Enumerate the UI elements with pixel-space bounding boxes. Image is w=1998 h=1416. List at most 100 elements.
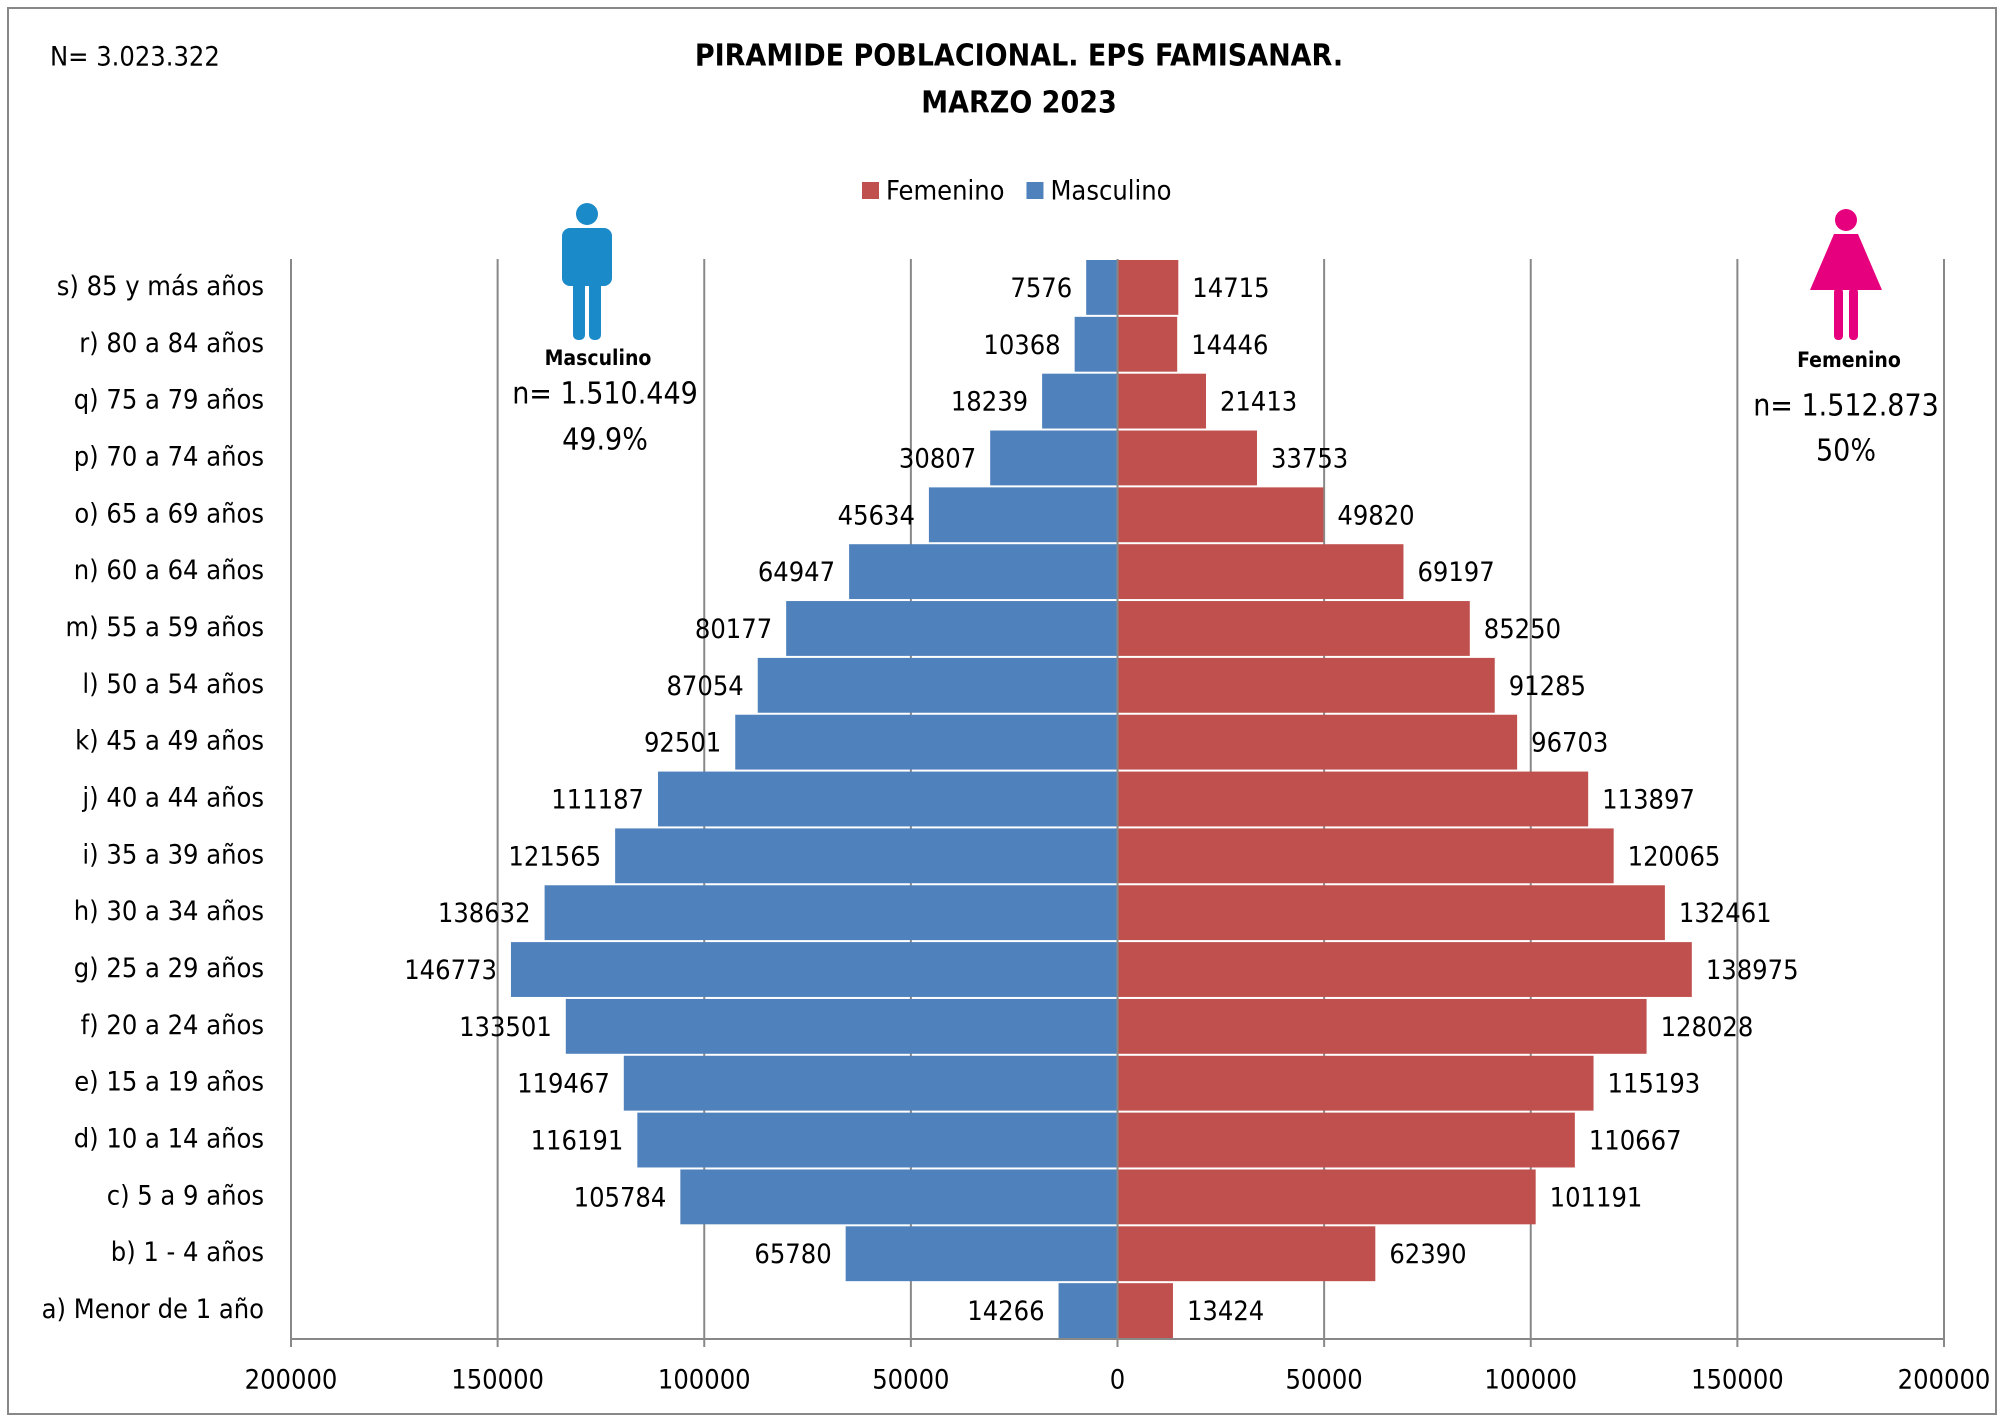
y-tick-label: c) 5 a 9 años bbox=[107, 1180, 264, 1211]
bar bbox=[735, 714, 1118, 770]
bar bbox=[1117, 771, 1589, 827]
female-icon bbox=[1810, 209, 1882, 340]
bar bbox=[990, 430, 1118, 486]
female-count: n= 1.512.873 bbox=[1753, 389, 1939, 424]
x-tick-label: 50000 bbox=[1285, 1365, 1362, 1396]
x-tick-label: 150000 bbox=[1691, 1365, 1784, 1396]
legend-label: Femenino bbox=[886, 176, 1004, 207]
bar bbox=[1117, 657, 1495, 713]
data-label: 128028 bbox=[1661, 1012, 1754, 1043]
data-label: 62390 bbox=[1389, 1239, 1466, 1270]
bar bbox=[1117, 316, 1178, 372]
x-tick-label: 100000 bbox=[1484, 1365, 1577, 1396]
bar bbox=[1117, 487, 1324, 543]
data-label: 21413 bbox=[1220, 387, 1297, 418]
data-label: 14446 bbox=[1191, 330, 1268, 361]
data-label: 30807 bbox=[899, 443, 976, 474]
data-label: 119467 bbox=[517, 1069, 610, 1100]
chart-title: PIRAMIDE POBLACIONAL. EPS FAMISANAR. bbox=[695, 39, 1343, 74]
y-tick-label: a) Menor de 1 año bbox=[42, 1294, 264, 1325]
bar bbox=[1117, 1112, 1575, 1168]
x-tick-label: 50000 bbox=[872, 1365, 949, 1396]
bar bbox=[849, 544, 1118, 600]
male-icon bbox=[562, 203, 612, 340]
bar bbox=[1117, 714, 1518, 770]
y-tick-label: i) 35 a 39 años bbox=[82, 839, 264, 870]
bar bbox=[1117, 1226, 1376, 1282]
bar bbox=[1117, 1169, 1536, 1225]
bar bbox=[565, 998, 1118, 1054]
data-label: 18239 bbox=[951, 387, 1028, 418]
y-tick-label: o) 65 a 69 años bbox=[74, 498, 264, 529]
data-label: 111187 bbox=[551, 785, 644, 816]
data-label: 116191 bbox=[531, 1126, 624, 1157]
data-label: 13424 bbox=[1187, 1296, 1264, 1327]
bar bbox=[1117, 544, 1404, 600]
data-label: 121565 bbox=[508, 841, 601, 872]
y-tick-label: p) 70 a 74 años bbox=[74, 441, 264, 472]
data-label: 65780 bbox=[754, 1239, 831, 1270]
y-tick-label: q) 75 a 79 años bbox=[74, 385, 264, 416]
data-label: 113897 bbox=[1602, 785, 1695, 816]
x-tick-label: 100000 bbox=[658, 1365, 751, 1396]
y-tick-label: e) 15 a 19 años bbox=[74, 1067, 264, 1098]
bar bbox=[637, 1112, 1118, 1168]
y-tick-label: f) 20 a 24 años bbox=[81, 1010, 264, 1041]
bar bbox=[1058, 1283, 1118, 1338]
data-label: 138975 bbox=[1706, 955, 1799, 986]
y-tick-label: s) 85 y más años bbox=[57, 271, 264, 302]
bar bbox=[1086, 260, 1118, 315]
bar bbox=[1117, 430, 1257, 486]
x-tick-label: 200000 bbox=[1898, 1365, 1991, 1396]
y-tick-label: j) 40 a 44 años bbox=[81, 783, 264, 814]
bar bbox=[1074, 316, 1118, 372]
data-label: 14715 bbox=[1192, 273, 1269, 304]
data-label: 96703 bbox=[1531, 728, 1608, 759]
bar bbox=[1117, 885, 1665, 941]
bar bbox=[786, 601, 1118, 656]
y-tick-label: g) 25 a 29 años bbox=[74, 953, 264, 984]
data-label: 69197 bbox=[1417, 557, 1494, 588]
data-label: 138632 bbox=[438, 898, 531, 929]
total-annotation: N= 3.023.322 bbox=[50, 42, 220, 73]
bar bbox=[680, 1169, 1118, 1225]
y-tick-label: d) 10 a 14 años bbox=[74, 1124, 264, 1155]
y-tick-label: b) 1 - 4 años bbox=[111, 1237, 264, 1268]
bar bbox=[845, 1226, 1118, 1282]
data-label: 10368 bbox=[983, 330, 1060, 361]
data-label: 7576 bbox=[1010, 273, 1072, 304]
x-tick-label: 150000 bbox=[451, 1365, 544, 1396]
data-label: 110667 bbox=[1589, 1126, 1682, 1157]
y-tick-label: n) 60 a 64 años bbox=[74, 555, 264, 586]
bar bbox=[1117, 1283, 1173, 1338]
data-label: 85250 bbox=[1484, 614, 1561, 645]
bar bbox=[658, 771, 1118, 827]
data-label: 80177 bbox=[695, 614, 772, 645]
bar bbox=[1117, 260, 1179, 315]
legend-swatch bbox=[1026, 182, 1044, 199]
female-share: 50% bbox=[1816, 434, 1876, 469]
data-label: 133501 bbox=[459, 1012, 552, 1043]
data-label: 49820 bbox=[1337, 500, 1414, 531]
data-label: 91285 bbox=[1509, 671, 1586, 702]
y-tick-label: l) 50 a 54 años bbox=[82, 669, 264, 700]
data-label: 64947 bbox=[758, 557, 835, 588]
y-tick-label: h) 30 a 34 años bbox=[74, 896, 264, 927]
bar bbox=[615, 828, 1118, 884]
data-label: 87054 bbox=[666, 671, 743, 702]
x-tick-label: 0 bbox=[1110, 1365, 1125, 1396]
bar bbox=[544, 885, 1118, 941]
data-label: 132461 bbox=[1679, 898, 1772, 929]
data-label: 92501 bbox=[644, 728, 721, 759]
bar bbox=[1117, 373, 1206, 429]
data-label: 33753 bbox=[1271, 443, 1348, 474]
chart-subtitle: MARZO 2023 bbox=[921, 86, 1117, 121]
x-tick-label: 200000 bbox=[245, 1365, 338, 1396]
bar bbox=[1117, 828, 1614, 884]
bar bbox=[1117, 1055, 1594, 1111]
male-label: Masculino bbox=[545, 346, 652, 370]
bar bbox=[1042, 373, 1118, 429]
male-count: n= 1.510.449 bbox=[512, 377, 698, 412]
bar bbox=[510, 942, 1118, 997]
